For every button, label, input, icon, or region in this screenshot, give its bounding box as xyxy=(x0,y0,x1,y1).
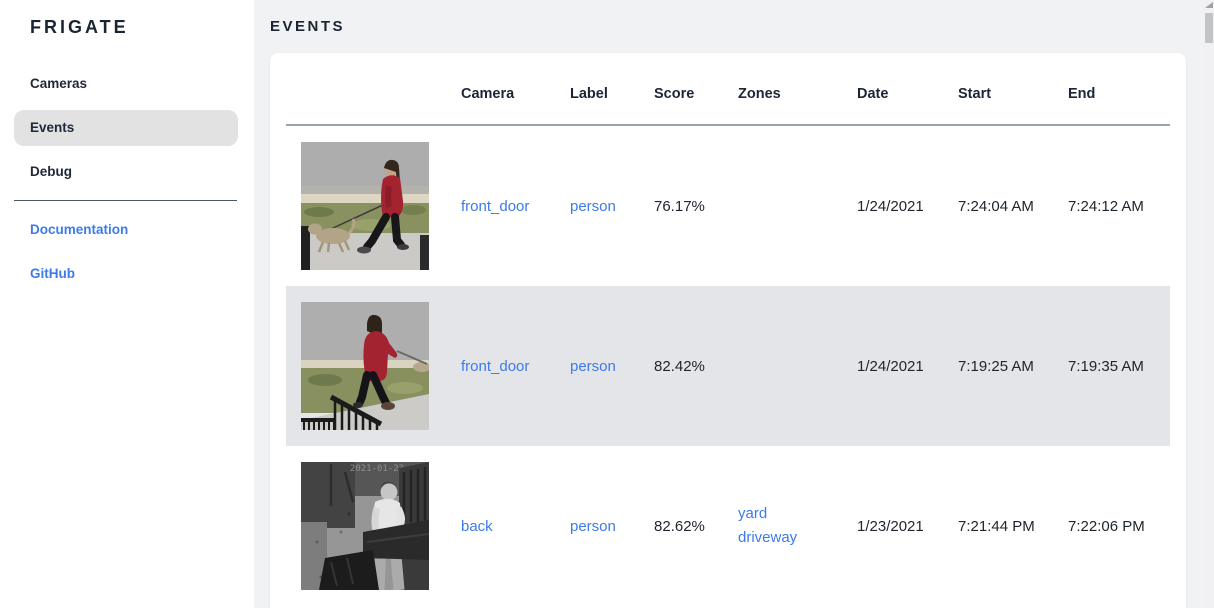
column-header-thumbnail xyxy=(286,53,461,126)
date-value: 1/23/2021 xyxy=(857,517,924,535)
sidebar-item-label: Debug xyxy=(30,164,72,179)
label-link[interactable]: person xyxy=(570,197,616,215)
zones-cell-inner: yard driveway xyxy=(738,502,857,550)
events-card: Camera Label Score Zones Date Start End xyxy=(270,53,1186,608)
date-value: 1/24/2021 xyxy=(857,286,958,446)
zone-link-driveway[interactable]: driveway xyxy=(738,529,798,546)
camera-link[interactable]: back xyxy=(461,517,493,535)
event-row[interactable]: 2021-01-23 back person 82.62% yard drivew… xyxy=(286,446,1170,606)
event-thumbnail[interactable] xyxy=(301,302,429,430)
sidebar: FRIGATE Cameras Events Debug Documentati… xyxy=(0,0,254,608)
sidebar-external-links: Documentation GitHub xyxy=(0,212,254,292)
end-value: 7:19:35 AM xyxy=(1068,286,1170,446)
sidebar-link-github[interactable]: GitHub xyxy=(30,266,75,281)
start-value: 7:21:44 PM xyxy=(958,517,1035,535)
column-header-zones: Zones xyxy=(738,53,857,126)
event-row[interactable]: front_door person 82.42% 1/24/2021 7:19:… xyxy=(286,286,1170,446)
column-header-label: Label xyxy=(570,53,654,126)
column-header-start: Start xyxy=(958,53,1068,126)
events-table: Camera Label Score Zones Date Start End xyxy=(286,53,1170,606)
sidebar-divider xyxy=(14,200,237,201)
sidebar-item-debug[interactable]: Debug xyxy=(14,154,238,190)
column-header-score: Score xyxy=(654,53,738,126)
column-header-date: Date xyxy=(857,53,958,126)
camera-link[interactable]: front_door xyxy=(461,197,530,215)
thumbnail-image-red-hoodie-dog xyxy=(301,302,429,430)
sidebar-link-documentation[interactable]: Documentation xyxy=(30,222,129,237)
main-content: EVENTS Camera Label Score Zones Date Sta… xyxy=(254,0,1214,608)
event-row[interactable]: front_door person 76.17% 1/24/2021 7:24:… xyxy=(286,125,1170,286)
zone-link-yard[interactable]: yard xyxy=(738,505,768,522)
label-link[interactable]: person xyxy=(570,357,616,375)
score-value: 76.17% xyxy=(654,197,705,215)
page-title: EVENTS xyxy=(270,18,346,35)
camera-link[interactable]: front_door xyxy=(461,357,530,375)
scrollbar-thumb[interactable] xyxy=(1205,13,1213,43)
event-thumbnail[interactable]: 2021-01-23 xyxy=(301,462,429,590)
score-value: 82.62% xyxy=(654,517,705,535)
sidebar-item-events[interactable]: Events xyxy=(14,110,238,146)
sidebar-item-label: Cameras xyxy=(30,76,88,91)
thumbnail-image-red-coat-dog xyxy=(301,142,429,270)
column-header-end: End xyxy=(1068,53,1170,126)
sidebar-nav: Cameras Events Debug xyxy=(0,66,254,190)
thumbnail-timestamp: 2021-01-23 xyxy=(350,464,404,474)
vertical-scrollbar[interactable] xyxy=(1204,0,1214,608)
table-header-row: Camera Label Score Zones Date Start End xyxy=(286,53,1170,126)
date-value: 1/24/2021 xyxy=(857,197,924,215)
events-table-body: front_door person 76.17% 1/24/2021 7:24:… xyxy=(286,125,1170,606)
thumbnail-image-night-ir-person: 2021-01-23 xyxy=(301,462,429,590)
label-link[interactable]: person xyxy=(570,517,616,535)
sidebar-item-label: Events xyxy=(30,120,75,135)
sidebar-item-cameras[interactable]: Cameras xyxy=(14,66,238,102)
score-value: 82.42% xyxy=(654,286,738,446)
end-value: 7:24:12 AM xyxy=(1068,197,1144,215)
start-value: 7:24:04 AM xyxy=(958,197,1034,215)
app-title: FRIGATE xyxy=(30,17,129,37)
event-thumbnail[interactable] xyxy=(301,142,429,270)
scroll-up-arrow-icon[interactable] xyxy=(1204,1,1214,9)
column-header-camera: Camera xyxy=(461,53,570,126)
start-value: 7:19:25 AM xyxy=(958,286,1068,446)
end-value: 7:22:06 PM xyxy=(1068,517,1145,535)
